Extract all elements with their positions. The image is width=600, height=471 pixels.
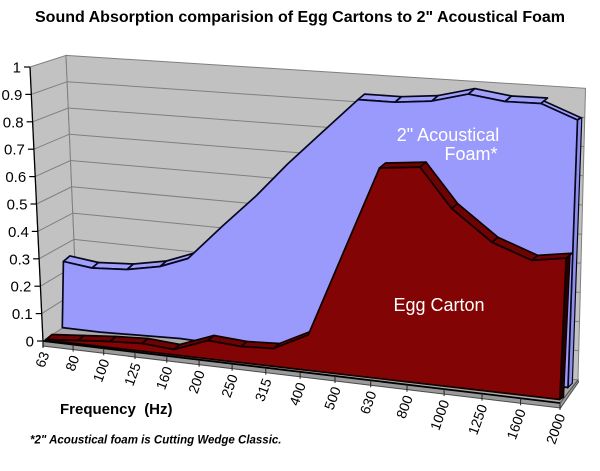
svg-text:0.5: 0.5 <box>7 197 28 214</box>
svg-text:125: 125 <box>121 360 144 388</box>
svg-text:630: 630 <box>356 389 379 417</box>
svg-text:0.2: 0.2 <box>11 279 32 296</box>
svg-text:Sound Absorption comparision o: Sound Absorption comparision of Egg Cart… <box>35 9 565 26</box>
svg-text:0.8: 0.8 <box>3 114 24 131</box>
svg-text:*2" Acoustical foam is Cutting: *2" Acoustical foam is Cutting Wedge Cla… <box>30 435 281 447</box>
svg-text:Frequency (Hz): Frequency (Hz) <box>60 401 173 418</box>
svg-text:400: 400 <box>286 380 309 408</box>
svg-text:0.4: 0.4 <box>8 224 29 241</box>
svg-text:0.7: 0.7 <box>4 142 25 159</box>
svg-text:Egg Carton: Egg Carton <box>393 295 484 315</box>
svg-text:200: 200 <box>185 368 208 396</box>
svg-text:0.1: 0.1 <box>12 306 33 323</box>
svg-text:63: 63 <box>32 349 52 369</box>
svg-text:Foam*: Foam* <box>444 144 497 164</box>
svg-text:315: 315 <box>252 376 275 404</box>
svg-text:0.3: 0.3 <box>9 251 30 268</box>
svg-text:160: 160 <box>153 364 176 392</box>
svg-text:2" Acoustical: 2" Acoustical <box>397 125 499 145</box>
svg-text:800: 800 <box>393 393 416 421</box>
svg-text:100: 100 <box>89 357 112 385</box>
svg-text:1: 1 <box>13 60 21 77</box>
svg-text:0.9: 0.9 <box>1 87 22 104</box>
svg-text:80: 80 <box>62 353 82 373</box>
svg-text:0.6: 0.6 <box>5 169 26 186</box>
svg-text:500: 500 <box>321 384 344 412</box>
svg-text:250: 250 <box>218 372 241 400</box>
svg-text:0: 0 <box>26 334 34 351</box>
